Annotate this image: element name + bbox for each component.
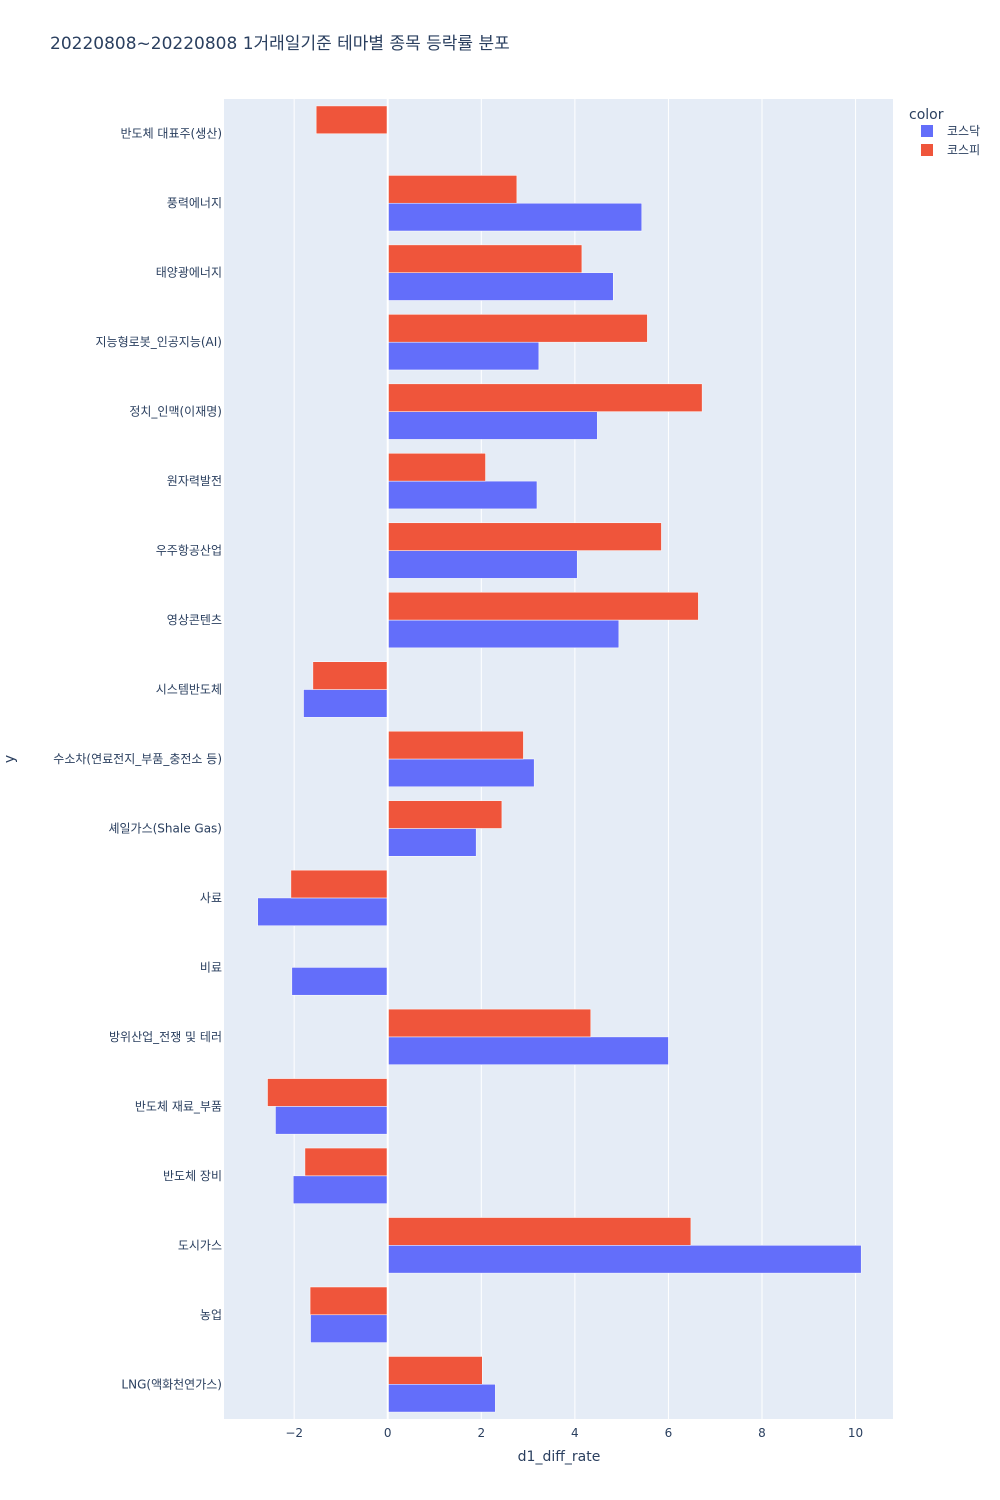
bar-kosdaq[interactable] [387,272,614,301]
bar-kosdaq[interactable] [387,828,477,857]
bar-kospi[interactable] [304,1147,388,1177]
chart-title: 20220808~20220808 1거래일기준 테마별 종목 등락률 분포 [50,34,510,54]
bar-kospi[interactable] [387,1217,692,1246]
x-tick-labels: −2 0 2 4 6 8 10 [285,1426,863,1440]
bar-kospi[interactable] [387,1008,592,1038]
y-tick-label: 원자력발전 [167,474,222,488]
bar-kospi[interactable] [387,522,662,551]
y-tick-label: 셰일가스(Shale Gas) [108,821,222,835]
y-tick-label: 반도체 대표주(생산) [121,127,223,141]
bar-kosdaq[interactable] [387,202,643,232]
bar-kosdaq[interactable] [387,758,535,788]
x-tick-label: 6 [665,1426,673,1440]
bar-kospi[interactable] [309,1286,388,1316]
y-tick-label: 방위산업_전쟁 및 테러 [109,1030,222,1044]
y-tick-label: LNG(액화천연가스) [121,1376,222,1391]
bar-kosdaq[interactable] [387,1036,669,1065]
legend-title: color [909,107,944,123]
bar-kospi[interactable] [387,592,699,621]
x-tick-label: 0 [384,1426,392,1440]
y-tick-label: 우주항공산업 [156,544,222,558]
bar-kosdaq[interactable] [387,341,540,371]
y-tick-label: 비료 [200,960,222,974]
bar-kospi[interactable] [290,869,388,899]
y-tick-label: 지능형로봇_인공지능(AI) [96,335,222,349]
x-tick-label: 8 [758,1426,766,1440]
y-tick-label: 시스템반도체 [156,683,222,697]
bars[interactable] [257,105,862,1413]
y-axis-title: y [2,755,18,763]
y-tick-label: 도시가스 [178,1238,222,1252]
y-tick-label: 사료 [200,891,222,905]
bar-kospi[interactable] [315,105,388,134]
y-tick-label: 정치_인맥(이재명) [129,405,222,419]
bar-kospi[interactable] [387,1356,483,1385]
legend-label[interactable]: 코스닥 [947,124,980,138]
bar-kospi[interactable] [387,383,703,412]
y-tick-label: 반도체 장비 [163,1169,222,1183]
bar-kosdaq[interactable] [310,1314,388,1343]
y-tick-label: 반도체 재료_부품 [135,1099,222,1113]
legend-swatch[interactable] [921,125,933,137]
x-tick-label: −2 [285,1426,303,1440]
bar-kospi[interactable] [387,175,518,204]
legend-label[interactable]: 코스피 [947,143,980,157]
bar-kosdaq[interactable] [387,1245,862,1274]
legend-swatch[interactable] [921,144,933,156]
bar-kosdaq[interactable] [387,411,598,440]
y-tick-label: 농업 [200,1308,222,1322]
y-tick-label: 영상콘텐츠 [167,613,222,627]
bar-kosdaq[interactable] [387,550,578,579]
bar-kosdaq[interactable] [387,480,538,510]
y-tick-label: 태양광에너지 [156,266,222,280]
bar-kosdaq[interactable] [387,1384,496,1413]
bar-kospi[interactable] [387,800,503,829]
bar-kosdaq[interactable] [303,689,388,718]
bar-kosdaq[interactable] [257,897,388,926]
bar-kospi[interactable] [387,453,486,482]
bar-kosdaq[interactable] [291,967,388,996]
bar-kospi[interactable] [387,314,648,343]
bar-kosdaq[interactable] [387,619,620,649]
y-tick-label: 풍력에너지 [167,196,222,210]
x-tick-label: 4 [571,1426,579,1440]
bar-kospi[interactable] [267,1078,388,1107]
bar-kospi[interactable] [387,730,524,760]
bar-kospi[interactable] [312,661,388,690]
bar-kospi[interactable] [387,244,583,273]
bar-kosdaq[interactable] [292,1175,388,1204]
y-tick-label: 수소차(연료전지_부품_충전소 등) [53,752,222,766]
x-axis-title: d1_diff_rate [518,1449,601,1465]
bar-kosdaq[interactable] [275,1106,388,1135]
x-tick-label: 10 [848,1426,863,1440]
x-tick-label: 2 [477,1426,485,1440]
